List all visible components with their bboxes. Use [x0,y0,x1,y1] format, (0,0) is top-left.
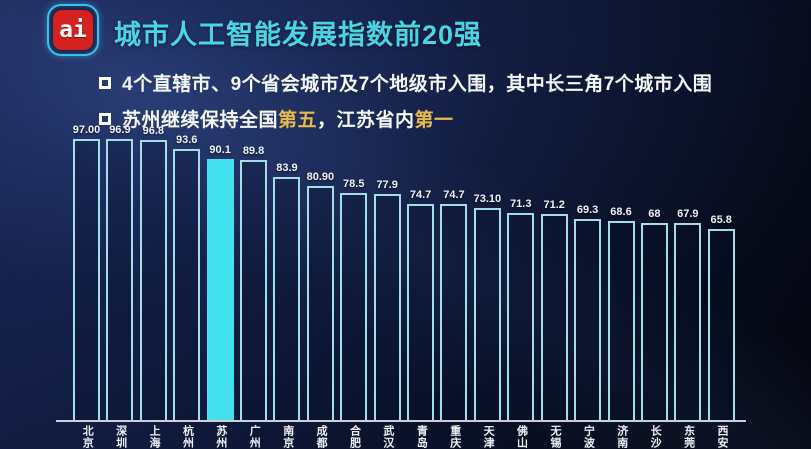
bar-value-label: 89.8 [242,145,265,157]
bar-value-label: 97.00 [72,124,101,136]
bar [373,194,401,420]
bar-value-label: 65.8 [710,214,732,226]
city-label: 成都 [315,425,328,449]
bar [473,208,501,420]
rank-highlight-first: 第一 [414,110,454,131]
city-label: 长沙 [649,425,662,449]
city-label: 西安 [715,425,728,449]
bar-column: 77.9 [373,179,401,420]
city-label: 合肥 [348,425,361,449]
bar [640,223,668,420]
bar [440,204,468,420]
bar-column: 67.9 [674,208,702,420]
city-label: 广州 [248,425,261,449]
bar [540,214,568,420]
city-label: 重庆 [448,425,461,449]
bar-column: 80.90 [307,171,334,420]
logo-frame: ai [47,4,99,56]
city-label: 深圳 [114,425,127,449]
city-label: 天津 [482,425,495,449]
bar-columns: 97.00 96.9 96.8 93.6 90.1 89.8 83.9 80.90 78.5 77… [56,123,746,420]
bullet-item-2-prefix: 苏州继续保持全国 [122,110,279,131]
bar [407,204,435,420]
bar-column: 68.6 [607,206,635,420]
bar [340,193,368,420]
bar [173,149,201,420]
ai-logo-icon: ai [53,10,93,50]
bar-column: 83.9 [273,162,301,420]
bar-chart: 97.00 96.9 96.8 93.6 90.1 89.8 83.9 80.90 78.5 77… [56,123,746,449]
city-label: 上海 [148,425,161,449]
bar-value-label: 69.3 [576,204,599,216]
city-label: 东莞 [682,425,695,449]
bar-column: 89.8 [240,145,268,420]
bar-value-label: 73.10 [473,193,502,205]
bar-column: 96.8 [139,125,167,420]
city-label: 苏州 [214,425,227,449]
bar [707,229,735,420]
page-title: 城市人工智能发展指数前20强 [114,20,483,50]
bar-value-label: 96.8 [142,125,165,137]
city-label: 无锡 [548,425,561,449]
bar [273,177,301,420]
bar [674,223,702,420]
city-label: 南京 [281,425,294,449]
bar [306,186,334,420]
bar-value-label: 74.7 [443,189,465,201]
rank-highlight-fifth: 第五 [278,110,318,131]
bar-column: 71.3 [507,198,535,420]
bar-column: 65.8 [707,214,735,420]
city-label: 杭州 [181,425,194,449]
bar-highlighted [206,159,234,420]
bar-column: 71.2 [540,199,568,420]
bar-value-label: 80.90 [306,171,335,183]
city-labels: 北京 深圳 上海 杭州 苏州 广州 南京 成都 合肥 武汉 青岛 重庆 天津 佛山 无锡 宁波 济南 长沙 东莞 西安 [56,425,746,449]
bar-column: 97.00 [73,124,100,420]
city-label: 武汉 [381,425,394,449]
bar-value-label: 78.5 [343,178,365,190]
bar-value-label: 93.6 [176,134,198,146]
bar-value-label: 77.9 [376,179,398,191]
city-label: 济南 [615,425,628,449]
bar-column: 68 [640,208,668,420]
square-bullet-icon [99,76,111,89]
bar-value-label: 83.9 [276,162,298,174]
bullet-list: 4个直辖市、9个省会城市及7个地级市入围，其中长三角7个城市入围 苏州继续保持全… [99,69,712,141]
bar-column: 74.7 [440,189,468,420]
bullet-item-2-middle: ，江苏省内 [317,110,415,131]
bar-column: 73.10 [474,193,501,420]
city-label: 佛山 [515,425,528,449]
bar-column: 93.6 [173,134,201,420]
bar-value-label: 68 [648,208,661,220]
city-label: 北京 [81,425,94,449]
bar-value-label: 74.7 [409,189,432,201]
bar-value-label: 71.3 [510,198,532,210]
bar-column: 78.5 [340,178,368,420]
bar-value-label: 90.1 [209,144,231,156]
bullet-item-2: 苏州继续保持全国第五，江苏省内第一 [99,105,712,132]
bar-value-label: 68.6 [610,206,632,218]
bar-column: 90.1 [206,144,234,420]
square-bullet-icon [99,112,111,125]
city-label: 宁波 [582,425,595,449]
bar [240,160,268,420]
bar-column: 96.9 [106,124,134,420]
bullet-item-1-text: 4个直辖市、9个省会城市及7个地级市入围，其中长三角7个城市入围 [122,74,713,95]
bar-column: 69.3 [574,204,602,420]
bar [574,219,602,420]
bullet-item-1: 4个直辖市、9个省会城市及7个地级市入围，其中长三角7个城市入围 [99,69,712,96]
city-label: 青岛 [415,425,428,449]
bar-value-label: 71.2 [543,199,565,211]
bar-value-label: 67.9 [677,208,699,220]
bar [106,139,134,420]
x-axis-line [56,420,746,422]
bar [73,139,100,420]
bar-column: 74.7 [407,189,435,420]
bar [607,221,635,420]
bar [507,213,535,420]
bar-value-label: 96.9 [109,124,131,136]
bullet-item-2-text: 苏州继续保持全国第五，江苏省内第一 [122,105,454,132]
bar [139,140,167,420]
